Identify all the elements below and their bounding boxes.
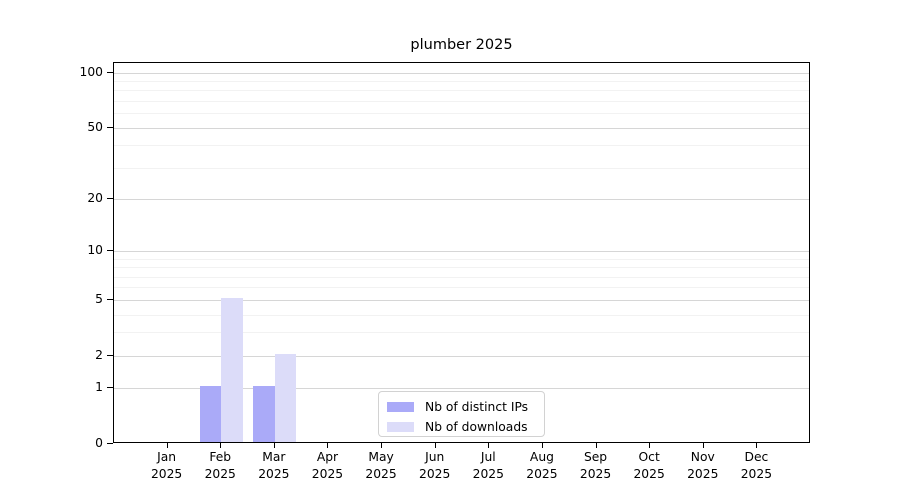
x-tick-label: Dec 2025	[724, 449, 788, 483]
x-tick-label: Nov 2025	[671, 449, 735, 483]
y-tick-label: 10	[87, 243, 103, 258]
x-tick-month: Mar	[262, 450, 286, 464]
y-tick-mark	[107, 71, 113, 73]
y-minor-gridline	[114, 314, 809, 316]
y-tick-mark	[107, 387, 113, 389]
bar-nb-of-downloads-feb	[221, 297, 243, 442]
x-tick-month: May	[368, 450, 394, 464]
y-tick-label: 5	[95, 291, 103, 306]
x-tick-month: Dec	[744, 450, 769, 464]
y-minor-gridline	[114, 267, 809, 269]
y-minor-gridline	[114, 167, 809, 169]
x-tick-mark	[488, 443, 490, 448]
legend-swatch-downloads	[387, 421, 414, 432]
y-minor-gridline	[114, 145, 809, 147]
legend-item-downloads: Nb of downloads	[387, 418, 544, 435]
x-tick-month: Apr	[316, 450, 339, 464]
x-tick-label: Jun 2025	[403, 449, 467, 483]
y-tick-mark	[107, 443, 113, 444]
x-tick-label: Oct 2025	[617, 449, 681, 483]
x-tick-label: Feb 2025	[188, 449, 252, 483]
x-tick-month: Oct	[638, 450, 660, 464]
y-minor-gridline	[114, 113, 809, 115]
y-tick-label: 1	[95, 380, 103, 395]
x-tick-label: Aug 2025	[510, 449, 574, 483]
y-tick-label: 50	[87, 119, 103, 134]
x-tick-year: 2025	[365, 467, 397, 481]
y-minor-gridline	[114, 258, 809, 260]
x-tick-year: 2025	[472, 467, 504, 481]
y-major-gridline	[114, 388, 809, 390]
y-major-gridline	[114, 251, 809, 253]
y-minor-gridline	[114, 276, 809, 278]
x-tick-mark	[434, 443, 436, 448]
y-major-gridline	[114, 299, 809, 301]
plot-area	[113, 62, 810, 443]
x-tick-year: 2025	[526, 467, 558, 481]
y-tick-label: 20	[87, 191, 103, 206]
legend-label-downloads: Nb of downloads	[425, 419, 528, 434]
x-tick-month: Jun	[425, 450, 445, 464]
x-tick-mark	[273, 443, 275, 448]
x-tick-label: Sep 2025	[564, 449, 628, 483]
y-tick-mark	[107, 198, 113, 200]
y-major-gridline	[114, 199, 809, 201]
x-tick-label: Jul 2025	[456, 449, 520, 483]
x-tick-label: Jan 2025	[135, 449, 199, 483]
x-tick-year: 2025	[740, 467, 773, 481]
x-tick-label: May 2025	[349, 449, 413, 483]
x-tick-year: 2025	[579, 467, 612, 481]
x-tick-year: 2025	[150, 467, 183, 481]
x-tick-mark	[756, 443, 758, 448]
x-tick-month: Nov	[690, 450, 715, 464]
legend-item-distinct-ips: Nb of distinct IPs	[387, 398, 544, 415]
y-major-gridline	[114, 72, 809, 74]
y-major-gridline	[114, 355, 809, 357]
legend-swatch-distinct-ips	[387, 401, 414, 412]
x-tick-mark	[702, 443, 704, 448]
x-tick-year: 2025	[311, 467, 344, 481]
y-tick-label: 0	[95, 436, 103, 450]
x-tick-month: Jul	[480, 450, 496, 464]
y-minor-gridline	[114, 287, 809, 289]
legend-label-distinct-ips: Nb of distinct IPs	[425, 399, 529, 414]
y-tick-mark	[107, 126, 113, 128]
x-tick-mark	[166, 443, 168, 448]
x-tick-mark	[595, 443, 597, 448]
x-tick-label: Apr 2025	[295, 449, 359, 483]
y-minor-gridline	[114, 81, 809, 83]
x-tick-year: 2025	[687, 467, 719, 481]
y-tick-mark	[107, 250, 113, 252]
x-tick-month: Feb	[209, 450, 232, 464]
y-tick-label: 2	[95, 347, 103, 362]
x-tick-label: Mar 2025	[242, 449, 306, 483]
y-minor-gridline	[114, 90, 809, 92]
x-tick-mark	[541, 443, 543, 448]
bar-nb-of-distinct-ips-mar	[253, 386, 275, 442]
y-tick-mark	[107, 354, 113, 356]
bar-nb-of-downloads-mar	[274, 353, 297, 442]
bar-nb-of-distinct-ips-feb	[199, 386, 222, 442]
x-tick-year: 2025	[633, 467, 665, 481]
x-tick-year: 2025	[258, 467, 290, 481]
x-tick-mark	[649, 443, 651, 448]
x-tick-year: 2025	[204, 467, 236, 481]
x-tick-mark	[327, 443, 329, 448]
legend: Nb of distinct IPs Nb of downloads	[378, 391, 545, 437]
y-major-gridline	[114, 127, 809, 129]
x-tick-mark	[220, 443, 222, 448]
y-minor-gridline	[114, 101, 809, 103]
x-tick-month: Sep	[583, 450, 608, 464]
x-tick-month: Aug	[529, 450, 554, 464]
x-tick-month: Jan	[157, 450, 177, 464]
y-tick-mark	[107, 298, 113, 300]
x-tick-year: 2025	[419, 467, 451, 481]
y-tick-label: 100	[79, 64, 103, 79]
x-tick-mark	[381, 443, 383, 448]
chart-title: plumber 2025	[410, 37, 513, 53]
y-minor-gridline	[114, 332, 809, 334]
